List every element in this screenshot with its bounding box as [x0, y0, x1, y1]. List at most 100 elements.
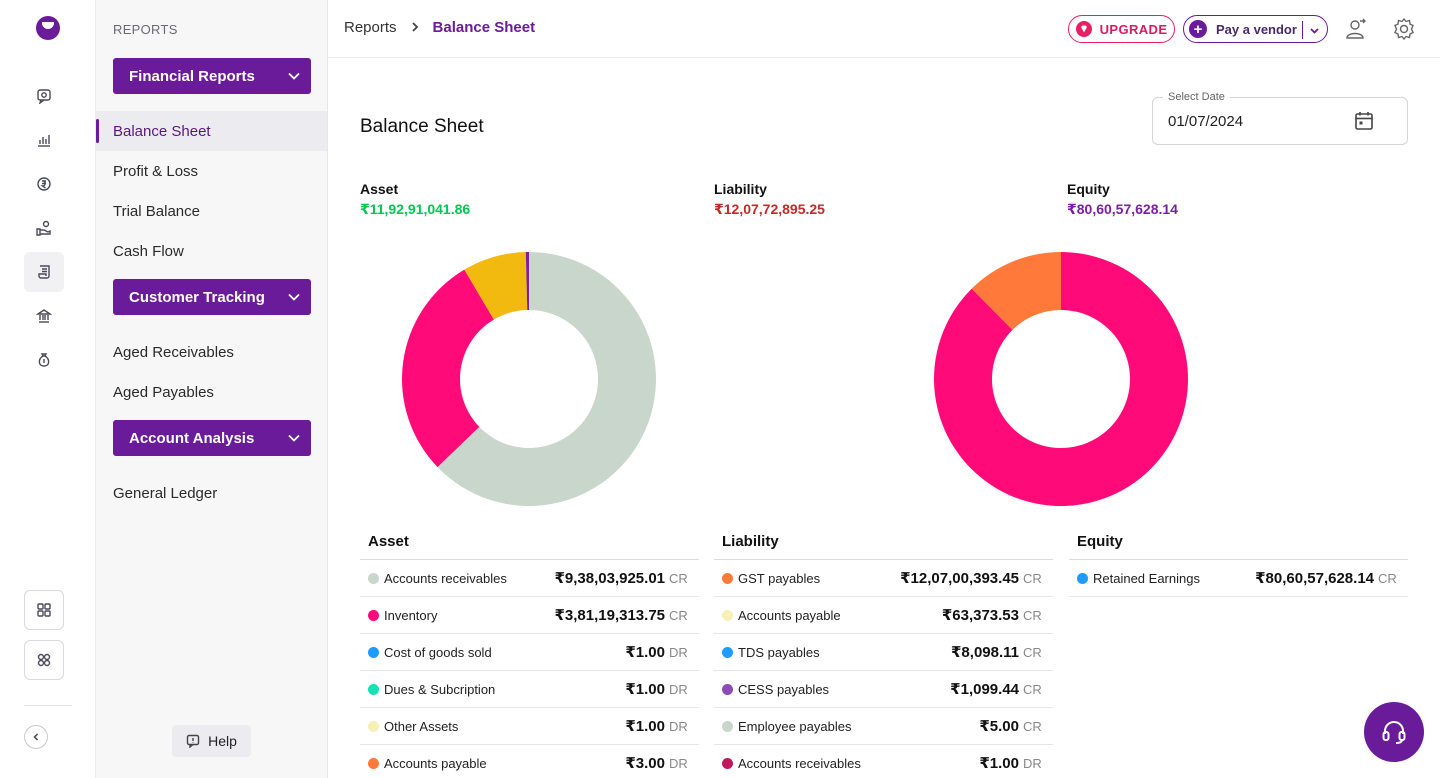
account-name: Accounts payable: [384, 755, 487, 771]
chat-dollar-icon[interactable]: [24, 76, 64, 116]
legend-dot: [368, 757, 379, 769]
donut-slice[interactable]: [971, 252, 1061, 330]
cr-dr-tag: CR: [1023, 607, 1042, 623]
table-row[interactable]: GST payables ₹12,07,00,393.45 CR: [714, 560, 1053, 597]
table-row[interactable]: Retained Earnings ₹80,60,57,628.14 CR: [1069, 560, 1408, 597]
account-name: Retained Earnings: [1093, 570, 1200, 586]
integrations-icon[interactable]: [24, 640, 64, 680]
select-date-field[interactable]: Select Date 01/07/2024: [1152, 91, 1408, 145]
account-amount: ₹9,38,03,925.01: [554, 570, 665, 587]
support-chat-button[interactable]: [1364, 702, 1424, 762]
table-row[interactable]: Employee payables ₹5.00 CR: [714, 708, 1053, 745]
upgrade-button[interactable]: UPGRADE: [1068, 15, 1175, 43]
legend-dot: [368, 572, 379, 584]
help-label: Help: [208, 733, 237, 749]
bank-icon[interactable]: [24, 296, 64, 336]
account-name: Other Assets: [384, 718, 459, 734]
sidebar-item-cash-flow[interactable]: Cash Flow: [113, 242, 184, 260]
cr-dr-tag: CR: [1023, 644, 1042, 660]
reports-sidebar: REPORTS Financial Reports Balance Sheet …: [96, 0, 328, 778]
group-account-analysis[interactable]: Account Analysis: [113, 420, 311, 456]
account-amount: ₹3,81,19,313.75: [554, 607, 665, 624]
account-name: Employee payables: [738, 718, 852, 734]
sidebar-item-balance-sheet[interactable]: Balance Sheet: [96, 111, 327, 151]
account-amount: ₹1.00: [625, 718, 665, 735]
account-amount: ₹8,098.11: [951, 644, 1019, 661]
sidebar-item-profit-loss[interactable]: Profit & Loss: [113, 162, 199, 180]
table-row[interactable]: Accounts receivables ₹9,38,03,925.01 CR: [360, 560, 699, 597]
legend-dot: [722, 609, 733, 621]
table-row[interactable]: Other Assets ₹1.00 DR: [360, 708, 699, 745]
sidebar-item-general-ledger[interactable]: General Ledger: [113, 484, 218, 502]
asset-table: Asset Accounts receivables ₹9,38,03,925.0…: [360, 523, 699, 778]
chevron-down-icon: [287, 431, 301, 445]
breadcrumb: Reports Balance Sheet: [344, 19, 535, 36]
account-amount: ₹1.00: [979, 755, 1019, 772]
help-button[interactable]: Help: [172, 725, 251, 757]
chevron-down-icon[interactable]: [1309, 24, 1320, 39]
group-customer-tracking[interactable]: Customer Tracking: [113, 279, 311, 315]
calendar-icon[interactable]: [1353, 110, 1375, 137]
asset-summary-label: Asset: [360, 181, 399, 197]
account-amount: ₹5.00: [979, 718, 1019, 735]
table-row[interactable]: CESS payables ₹1,099.44 CR: [714, 671, 1053, 708]
hand-money-icon[interactable]: [24, 208, 64, 248]
equity-summary: Equity ₹80,60,57,628.14: [1067, 181, 1178, 218]
table-row[interactable]: Inventory ₹3,81,19,313.75 CR: [360, 597, 699, 634]
sidebar-item-aged-receivables[interactable]: Aged Receivables: [113, 343, 234, 361]
legend-dot: [722, 572, 733, 584]
group-financial-reports[interactable]: Financial Reports: [113, 58, 311, 94]
legend-dot: [722, 757, 733, 769]
cr-dr-tag: DR: [669, 644, 688, 660]
donut-slice[interactable]: [402, 269, 494, 468]
group-label: Customer Tracking: [129, 288, 265, 306]
account-name: TDS payables: [738, 644, 820, 660]
rail-divider: [24, 705, 72, 706]
legend-dot: [1077, 572, 1088, 584]
account-amount: ₹1.00: [625, 644, 665, 661]
sidebar-item-aged-payables[interactable]: Aged Payables: [113, 383, 214, 401]
chevron-down-icon: [287, 290, 301, 304]
chevron-down-icon: [287, 69, 301, 83]
bar-chart-icon[interactable]: [24, 120, 64, 160]
cr-dr-tag: DR: [669, 755, 688, 771]
apps-icon[interactable]: [24, 590, 64, 630]
legend-dot: [368, 683, 379, 695]
equity-summary-value: ₹80,60,57,628.14: [1067, 201, 1178, 217]
cr-dr-tag: CR: [669, 570, 688, 586]
date-field-value: 01/07/2024: [1168, 113, 1244, 130]
cr-dr-tag: DR: [1023, 755, 1042, 771]
table-header: Asset: [360, 523, 699, 560]
sidebar-item-trial-balance[interactable]: Trial Balance: [113, 202, 200, 220]
page-title: Balance Sheet: [360, 116, 484, 137]
donut-slice[interactable]: [934, 252, 1188, 506]
user-switch-icon[interactable]: [1344, 17, 1368, 41]
liability-summary-label: Liability: [714, 181, 767, 197]
table-row[interactable]: Accounts receivables ₹1.00 DR: [714, 745, 1053, 778]
table-row[interactable]: Dues & Subcription ₹1.00 DR: [360, 671, 699, 708]
collapse-sidebar-button[interactable]: [24, 725, 48, 749]
settings-gear-icon[interactable]: [1392, 17, 1416, 41]
asset-summary-value: ₹11,92,91,041.86: [360, 201, 471, 217]
chevron-left-icon: [33, 733, 39, 741]
plus-icon: +: [1189, 20, 1207, 38]
table-row[interactable]: Accounts payable ₹3.00 DR: [360, 745, 699, 778]
breadcrumb-reports[interactable]: Reports: [344, 19, 397, 36]
table-row[interactable]: Cost of goods sold ₹1.00 DR: [360, 634, 699, 671]
pay-vendor-button[interactable]: + Pay a vendor: [1183, 15, 1328, 43]
equity-table: Equity Retained Earnings ₹80,60,57,628.14…: [1069, 523, 1408, 597]
account-name: Cost of goods sold: [384, 644, 492, 660]
account-name: Inventory: [384, 607, 438, 623]
donut-slice[interactable]: [437, 252, 656, 506]
donut-slice[interactable]: [525, 252, 529, 311]
legend-dot: [368, 609, 379, 621]
report-icon[interactable]: [24, 252, 64, 292]
table-row[interactable]: Accounts payable ₹63,373.53 CR: [714, 597, 1053, 634]
money-bag-icon[interactable]: [24, 340, 64, 380]
coin-icon[interactable]: [24, 164, 64, 204]
top-header: Reports Balance Sheet UPGRADE + Pay a ve…: [328, 0, 1440, 58]
table-row[interactable]: TDS payables ₹8,098.11 CR: [714, 634, 1053, 671]
app-logo-icon[interactable]: [36, 16, 60, 40]
donut-slice[interactable]: [464, 252, 528, 320]
legend-dot: [722, 720, 733, 732]
